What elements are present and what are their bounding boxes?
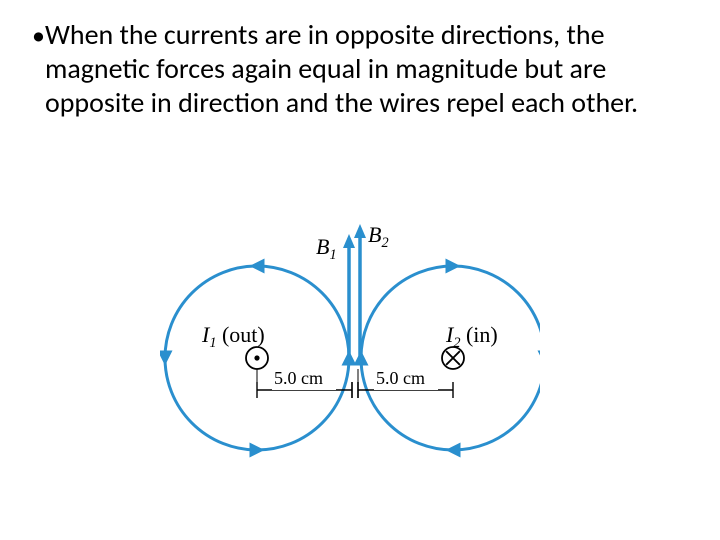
svg-text:5.0 cm: 5.0 cm — [274, 368, 323, 388]
slide: • When the currents are in opposite dire… — [0, 0, 720, 540]
bullet-text: When the currents are in opposite direct… — [45, 18, 672, 120]
magnetic-field-diagram: B1B2I1 (out)I2 (in)5.0 cm5.0 cm — [160, 212, 540, 492]
svg-text:B1: B1 — [316, 234, 337, 263]
bullet-item: • When the currents are in opposite dire… — [32, 18, 672, 120]
svg-text:B2: B2 — [368, 222, 389, 251]
bullet-dot: • — [32, 18, 45, 120]
svg-text:5.0 cm: 5.0 cm — [376, 368, 425, 388]
